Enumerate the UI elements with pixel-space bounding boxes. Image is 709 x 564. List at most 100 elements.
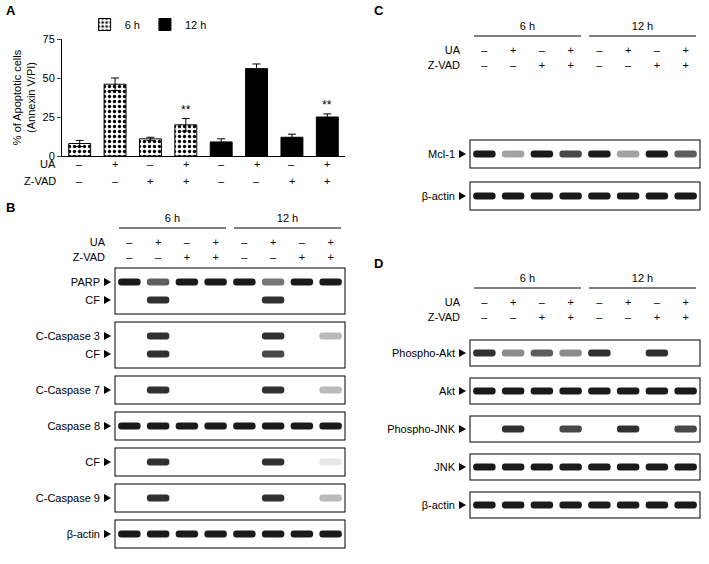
svg-text:+: +	[625, 296, 631, 308]
svg-text:–: –	[481, 44, 488, 56]
svg-text:C-Caspase 9: C-Caspase 9	[36, 492, 100, 504]
svg-text:–: –	[112, 175, 119, 187]
svg-text:–: –	[288, 158, 295, 170]
svg-text:–: –	[155, 251, 162, 263]
svg-text:Phospho-JNK: Phospho-JNK	[387, 423, 456, 435]
svg-text:+: +	[184, 251, 190, 263]
svg-text:+: +	[654, 59, 660, 71]
svg-text:B: B	[6, 200, 15, 215]
svg-text:+: +	[682, 311, 688, 323]
svg-text:–: –	[596, 59, 603, 71]
svg-text:+: +	[270, 236, 276, 248]
svg-text:+: +	[327, 251, 333, 263]
svg-text:–: –	[270, 251, 277, 263]
svg-text:12 h: 12 h	[632, 20, 653, 32]
svg-text:–: –	[481, 59, 488, 71]
svg-text:C-Caspase 3: C-Caspase 3	[36, 330, 100, 342]
svg-text:–: –	[253, 175, 260, 187]
svg-text:–: –	[241, 236, 248, 248]
svg-text:–: –	[299, 236, 306, 248]
svg-text:+: +	[155, 236, 161, 248]
svg-text:+: +	[510, 44, 516, 56]
svg-text:UA: UA	[445, 296, 461, 308]
svg-text:–: –	[596, 44, 603, 56]
svg-text:**: **	[181, 103, 191, 117]
svg-text:+: +	[567, 59, 573, 71]
svg-text:+: +	[567, 296, 573, 308]
svg-text:6 h: 6 h	[125, 19, 140, 31]
svg-text:–: –	[184, 236, 191, 248]
svg-text:50: 50	[43, 72, 55, 84]
svg-text:D: D	[374, 256, 383, 271]
svg-text:25: 25	[43, 111, 55, 123]
svg-text:–: –	[539, 44, 546, 56]
svg-text:–: –	[218, 158, 225, 170]
svg-text:–: –	[596, 311, 603, 323]
svg-text:+: +	[289, 175, 295, 187]
svg-text:C-Caspase 7: C-Caspase 7	[36, 384, 100, 396]
svg-text:+: +	[682, 296, 688, 308]
svg-text:Caspase 8: Caspase 8	[47, 420, 100, 432]
svg-text:+: +	[539, 59, 545, 71]
svg-text:+: +	[682, 59, 688, 71]
svg-text:UA: UA	[40, 158, 56, 170]
svg-text:–: –	[126, 251, 133, 263]
svg-text:–: –	[147, 158, 154, 170]
svg-text:**: **	[322, 98, 332, 112]
svg-text:PARP: PARP	[71, 276, 100, 288]
svg-text:–: –	[654, 44, 661, 56]
svg-text:UA: UA	[90, 236, 106, 248]
svg-text:CF: CF	[85, 348, 100, 360]
svg-text:–: –	[481, 296, 488, 308]
svg-text:Akt: Akt	[439, 385, 455, 397]
svg-text:Mcl-1: Mcl-1	[428, 148, 455, 160]
svg-text:12 h: 12 h	[632, 272, 653, 284]
svg-text:+: +	[510, 296, 516, 308]
svg-text:6 h: 6 h	[520, 20, 535, 32]
svg-text:+: +	[112, 158, 118, 170]
svg-text:–: –	[481, 311, 488, 323]
svg-text:–: –	[241, 251, 248, 263]
svg-text:–: –	[539, 296, 546, 308]
svg-text:+: +	[324, 175, 330, 187]
svg-text:+: +	[625, 44, 631, 56]
svg-text:+: +	[183, 158, 189, 170]
svg-text:–: –	[510, 311, 517, 323]
svg-text:+: +	[539, 311, 545, 323]
svg-text:Z-VAD: Z-VAD	[73, 251, 105, 263]
svg-text:A: A	[6, 3, 16, 18]
svg-text:+: +	[299, 251, 305, 263]
svg-text:12 h: 12 h	[277, 212, 298, 224]
svg-text:–: –	[625, 59, 632, 71]
svg-text:+: +	[567, 44, 573, 56]
svg-text:Z-VAD: Z-VAD	[428, 59, 460, 71]
svg-text:UA: UA	[445, 44, 461, 56]
svg-text:β-actin: β-actin	[422, 499, 455, 511]
svg-text:+: +	[567, 311, 573, 323]
svg-text:CF: CF	[85, 294, 100, 306]
svg-text:–: –	[510, 59, 517, 71]
svg-text:0: 0	[49, 150, 55, 162]
svg-text:β-actin: β-actin	[67, 528, 100, 540]
svg-text:–: –	[218, 175, 225, 187]
svg-text:Z-VAD: Z-VAD	[24, 175, 56, 187]
svg-text:Phospho-Akt: Phospho-Akt	[392, 347, 455, 359]
svg-text:–: –	[625, 311, 632, 323]
svg-text:+: +	[183, 175, 189, 187]
svg-text:–: –	[654, 296, 661, 308]
svg-text:Z-VAD: Z-VAD	[428, 311, 460, 323]
svg-text:+: +	[212, 251, 218, 263]
svg-text:–: –	[76, 158, 83, 170]
svg-text:+: +	[212, 236, 218, 248]
svg-text:+: +	[654, 311, 660, 323]
svg-text:–: –	[596, 296, 603, 308]
svg-text:6 h: 6 h	[165, 212, 180, 224]
svg-text:C: C	[374, 3, 384, 18]
svg-text:75: 75	[43, 33, 55, 45]
svg-text:+: +	[324, 158, 330, 170]
svg-text:+: +	[682, 44, 688, 56]
svg-text:–: –	[76, 175, 83, 187]
svg-text:JNK: JNK	[434, 461, 455, 473]
svg-text:+: +	[147, 175, 153, 187]
svg-text:6 h: 6 h	[520, 272, 535, 284]
